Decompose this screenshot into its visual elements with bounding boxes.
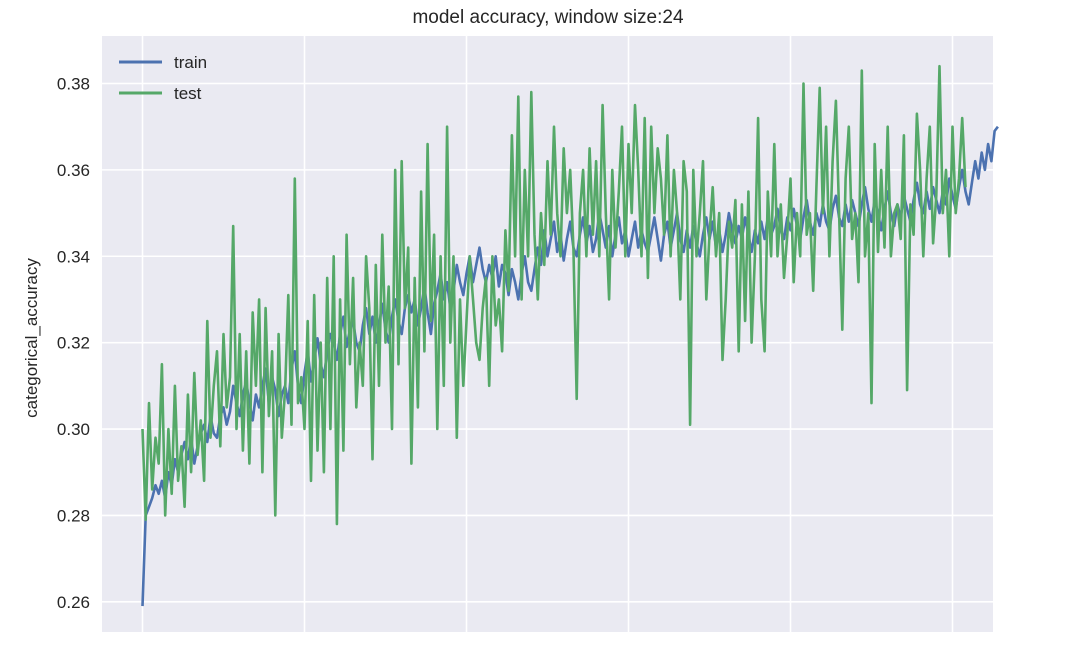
chart-title: model accuracy, window size:24: [412, 7, 683, 28]
series-line-test: [141, 64, 967, 526]
y-tick-label: 0.38: [57, 75, 90, 94]
y-tick-label: 0.32: [57, 334, 90, 353]
legend-label-test: test: [174, 84, 202, 103]
y-tick-label: 0.30: [57, 420, 90, 439]
plot-area: [102, 36, 993, 632]
y-tick-label: 0.34: [57, 247, 90, 266]
legend: train test: [119, 53, 207, 103]
y-axis-ticks: 0.26 0.28 0.30 0.32 0.34 0.36 0.38: [57, 75, 90, 612]
y-tick-label: 0.28: [57, 506, 90, 525]
y-axis-label: categorical_accuracy: [22, 258, 41, 418]
y-tick-label: 0.26: [57, 593, 90, 612]
legend-label-train: train: [174, 53, 207, 72]
series-lines: [141, 64, 999, 607]
y-tick-label: 0.36: [57, 161, 90, 180]
